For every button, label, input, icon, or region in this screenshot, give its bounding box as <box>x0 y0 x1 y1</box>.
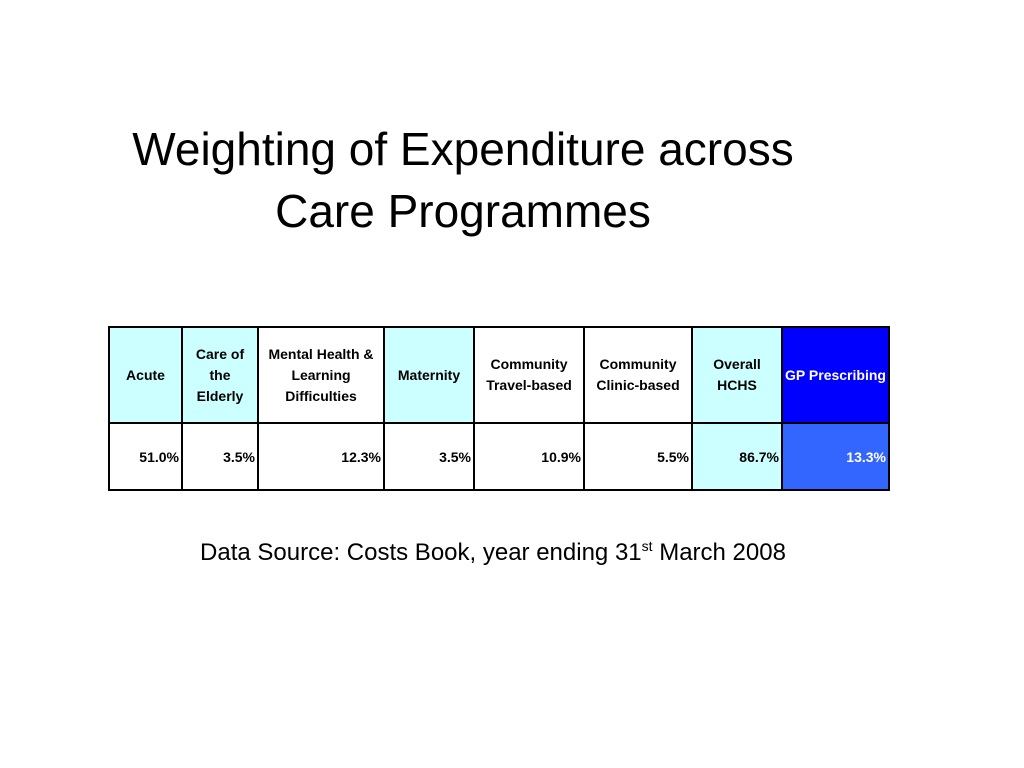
data-source-note: Data Source: Costs Book, year ending 31s… <box>60 536 926 570</box>
value-cell-care-of-elderly: 3.5% <box>181 422 259 491</box>
slide-title: Weighting of Expenditure across Care Pro… <box>60 118 866 242</box>
header-cell-community-clinic: Community Clinic-based <box>583 326 693 424</box>
slide-title-line-2: Care Programmes <box>275 185 651 237</box>
header-cell-maternity: Maternity <box>383 326 475 424</box>
value-cell-maternity: 3.5% <box>383 422 475 491</box>
value-cell-mental-health: 12.3% <box>257 422 385 491</box>
value-cell-acute: 51.0% <box>108 422 183 491</box>
value-cell-overall-hchs: 86.7% <box>691 422 783 491</box>
data-source-suffix: March 2008 <box>652 539 786 566</box>
header-cell-gp-prescribing: GP Prescribing <box>781 326 890 424</box>
value-cell-community-clinic: 5.5% <box>583 422 693 491</box>
expenditure-table: Acute Care of the Elderly Mental Health … <box>108 326 890 491</box>
header-cell-mental-health: Mental Health & Learning Difficulties <box>257 326 385 424</box>
header-cell-overall-hchs: Overall HCHS <box>691 326 783 424</box>
data-source-prefix: Data Source: Costs Book, year ending 31 <box>200 539 642 566</box>
data-source-superscript: st <box>641 538 653 554</box>
header-cell-acute: Acute <box>108 326 183 424</box>
value-cell-gp-prescribing: 13.3% <box>781 422 890 491</box>
header-cell-community-travel: Community Travel-based <box>473 326 585 424</box>
table-header-row: Acute Care of the Elderly Mental Health … <box>108 326 890 424</box>
table-row: 51.0% 3.5% 12.3% 3.5% 10.9% 5.5% 86.7% 1… <box>108 422 890 491</box>
slide-title-line-1: Weighting of Expenditure across <box>132 123 794 175</box>
header-cell-care-of-elderly: Care of the Elderly <box>181 326 259 424</box>
value-cell-community-travel: 10.9% <box>473 422 585 491</box>
